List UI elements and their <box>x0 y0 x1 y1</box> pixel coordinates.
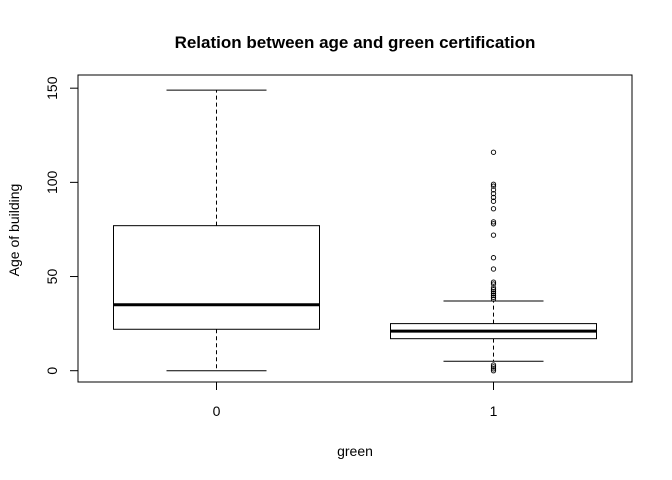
box-category-1 <box>390 149 597 374</box>
box-series <box>113 89 597 374</box>
outlier-point <box>490 368 497 374</box>
y-tick-label: 0 <box>44 367 60 375</box>
outlier-point <box>490 296 497 302</box>
y-axis-label: Age of building <box>6 184 22 277</box>
outlier-point <box>490 191 497 197</box>
outlier-point <box>490 194 497 201</box>
outlier-point <box>490 362 497 368</box>
outlier-point <box>490 181 497 187</box>
outlier-point <box>490 281 497 287</box>
outlier-point <box>490 149 497 155</box>
y-axis: 0 50 100 150 <box>44 76 79 375</box>
outlier-point <box>490 206 497 212</box>
outlier-point <box>490 290 497 297</box>
outlier-point <box>490 288 497 295</box>
chart-title: Relation between age and green certifica… <box>175 33 536 52</box>
outlier-point <box>490 221 497 227</box>
outlier-point <box>490 255 497 261</box>
outlier-point <box>490 183 497 189</box>
iqr-box <box>113 225 320 330</box>
y-tick-label: 50 <box>44 269 60 285</box>
outlier-point <box>490 364 497 370</box>
outlier-point <box>490 292 497 299</box>
x-axis-label: green <box>337 443 373 459</box>
outlier-point <box>490 232 497 238</box>
outlier-point <box>490 187 497 193</box>
outlier-point <box>490 287 497 293</box>
outlier-point <box>490 294 497 300</box>
outlier-point <box>490 266 497 272</box>
box-category-0 <box>113 89 320 372</box>
y-tick-label: 150 <box>44 76 60 100</box>
x-tick-label: 0 <box>213 403 221 419</box>
outlier-point <box>490 198 497 204</box>
y-tick-label: 100 <box>44 170 60 194</box>
x-tick-label: 1 <box>490 403 498 419</box>
outlier-point <box>490 279 497 285</box>
outlier-point <box>490 366 497 372</box>
outlier-point <box>490 285 497 291</box>
outlier-point <box>490 219 497 225</box>
